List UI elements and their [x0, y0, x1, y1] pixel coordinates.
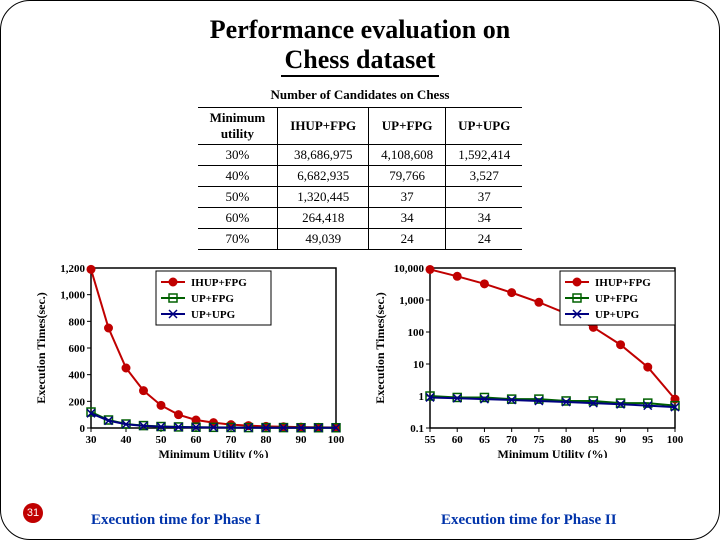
- table-row: 60%264,4183434: [198, 207, 523, 228]
- svg-text:600: 600: [68, 343, 85, 355]
- slide-title: Performance evaluation on Chess dataset: [1, 1, 719, 77]
- title-line2: Chess dataset: [281, 45, 440, 77]
- svg-text:60: 60: [451, 434, 463, 446]
- table-cell: 6,682,935: [278, 165, 369, 186]
- svg-text:UP+UPG: UP+UPG: [191, 309, 236, 321]
- svg-text:30: 30: [85, 434, 97, 446]
- svg-text:Minimum Utility (%): Minimum Utility (%): [158, 447, 268, 458]
- svg-text:80: 80: [560, 434, 572, 446]
- table-cell: 264,418: [278, 207, 369, 228]
- col-header: IHUP+FPG: [278, 107, 369, 144]
- svg-text:Minimum Utility (%): Minimum Utility (%): [497, 447, 607, 458]
- candidates-table-wrap: MinimumutilityIHUP+FPGUP+FPGUP+UPG 30%38…: [1, 107, 719, 250]
- svg-text:1,200: 1,200: [60, 263, 85, 275]
- svg-text:70: 70: [506, 434, 518, 446]
- table-row: 40%6,682,93579,7663,527: [198, 165, 523, 186]
- svg-text:UP+FPG: UP+FPG: [595, 293, 638, 305]
- chart-phase1: 30 40 50 60 70 80 90 100 0 200 400 600 800 1,000 1,200…: [31, 258, 351, 463]
- svg-text:IHUP+FPG: IHUP+FPG: [191, 277, 247, 289]
- table-cell: 34: [446, 207, 523, 228]
- table-cell: 79,766: [369, 165, 446, 186]
- svg-text:1,000: 1,000: [399, 295, 424, 307]
- svg-text:90: 90: [615, 434, 627, 446]
- table-cell: 38,686,975: [278, 144, 369, 165]
- table-cell: 24: [446, 228, 523, 249]
- table-cell: 4,108,608: [369, 144, 446, 165]
- table-cell: 40%: [198, 165, 278, 186]
- table-cell: 3,527: [446, 165, 523, 186]
- svg-text:50: 50: [155, 434, 167, 446]
- title-line1: Performance evaluation on: [1, 15, 719, 45]
- svg-text:40: 40: [120, 434, 132, 446]
- col-header: UP+UPG: [446, 107, 523, 144]
- svg-text:60: 60: [190, 434, 202, 446]
- col-header: Minimumutility: [198, 107, 278, 144]
- table-row: 50%1,320,4453737: [198, 186, 523, 207]
- svg-text:75: 75: [533, 434, 545, 446]
- table-cell: 49,039: [278, 228, 369, 249]
- table-cell: 37: [446, 186, 523, 207]
- svg-text:10: 10: [413, 359, 425, 371]
- svg-text:0: 0: [79, 423, 85, 435]
- svg-text:85: 85: [587, 434, 599, 446]
- svg-text:UP+UPG: UP+UPG: [595, 309, 640, 321]
- svg-text:Execution Times(sec.): Execution Times(sec.): [373, 292, 387, 404]
- table-cell: 1,592,414: [446, 144, 523, 165]
- svg-text:UP+FPG: UP+FPG: [191, 293, 234, 305]
- table-cell: 60%: [198, 207, 278, 228]
- svg-text:1,000: 1,000: [60, 289, 85, 301]
- table-cell: 50%: [198, 186, 278, 207]
- svg-text:10,000: 10,000: [393, 263, 424, 275]
- table-cell: 37: [369, 186, 446, 207]
- table-cell: 70%: [198, 228, 278, 249]
- svg-text:100: 100: [407, 327, 424, 339]
- svg-text:0.1: 0.1: [410, 423, 424, 435]
- svg-text:65: 65: [478, 434, 490, 446]
- table-cell: 34: [369, 207, 446, 228]
- svg-text:100: 100: [666, 434, 683, 446]
- table-row: 30%38,686,9754,108,6081,592,414: [198, 144, 523, 165]
- svg-text:800: 800: [68, 316, 85, 328]
- svg-text:95: 95: [642, 434, 654, 446]
- svg-text:55: 55: [424, 434, 436, 446]
- svg-text:90: 90: [295, 434, 307, 446]
- table-caption: Number of Candidates on Chess: [1, 87, 719, 103]
- table-cell: 24: [369, 228, 446, 249]
- svg-text:1: 1: [418, 391, 424, 403]
- table-row: 70%49,0392424: [198, 228, 523, 249]
- table-cell: 1,320,445: [278, 186, 369, 207]
- svg-text:200: 200: [68, 396, 85, 408]
- col-header: UP+FPG: [369, 107, 446, 144]
- svg-text:80: 80: [260, 434, 272, 446]
- svg-text:IHUP+FPG: IHUP+FPG: [595, 277, 651, 289]
- caption-phase1: Execution time for Phase I: [91, 512, 261, 529]
- charts-row: 30 40 50 60 70 80 90 100 0 200 400 600 800 1,000 1,200…: [1, 258, 719, 463]
- caption-phase2: Execution time for Phase II: [441, 512, 617, 529]
- chart-phase2: 55 60 65 70 75 80 85 90 95 100 0.1 1 10 100 1,000 10,00…: [370, 258, 690, 463]
- page-number: 31: [23, 503, 43, 523]
- svg-text:Execution Times(sec.): Execution Times(sec.): [34, 292, 48, 404]
- table-cell: 30%: [198, 144, 278, 165]
- candidates-table: MinimumutilityIHUP+FPGUP+FPGUP+UPG 30%38…: [198, 107, 523, 250]
- svg-text:70: 70: [225, 434, 237, 446]
- svg-text:400: 400: [68, 369, 85, 381]
- svg-text:100: 100: [327, 434, 344, 446]
